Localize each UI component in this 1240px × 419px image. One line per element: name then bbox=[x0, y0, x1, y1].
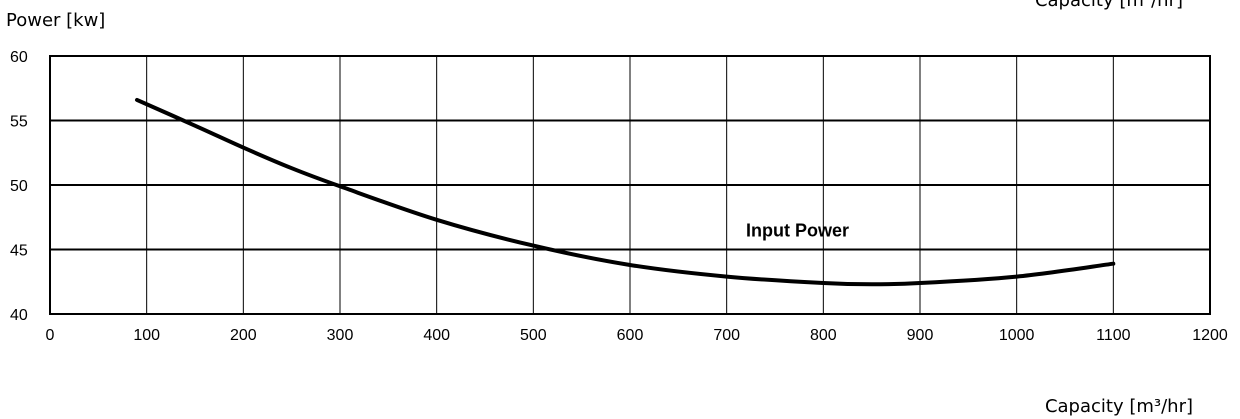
x-tick-label-200: 200 bbox=[230, 327, 257, 344]
grid-lines bbox=[50, 56, 1210, 314]
y-tick-label-40: 40 bbox=[10, 307, 28, 324]
x-tick-label-100: 100 bbox=[133, 327, 160, 344]
input-power-line bbox=[135, 97, 1116, 287]
x-tick-label-1100: 1100 bbox=[1096, 327, 1131, 344]
x-tick-label-600: 600 bbox=[617, 327, 644, 344]
x-tick-label-0: 0 bbox=[46, 327, 55, 344]
y-tick-labels: 40 45 50 55 60 bbox=[10, 49, 28, 324]
x-tick-labels: 0 100 200 300 400 500 600 700 800 900 1000 1100 1200 bbox=[46, 327, 1228, 344]
x-tick-label-800: 800 bbox=[810, 327, 837, 344]
x-axis-title: Capacity [m³/hr] bbox=[1045, 396, 1193, 417]
x-tick-label-400: 400 bbox=[423, 327, 450, 344]
y-axis-title: Power [kw] bbox=[6, 10, 105, 31]
y-tick-label-45: 45 bbox=[10, 243, 28, 260]
x-tick-label-1200: 1200 bbox=[1192, 327, 1228, 344]
x-axis-title-cut-top: Capacity [m³/hr] bbox=[1035, 0, 1183, 11]
plot-frame bbox=[49, 55, 1211, 315]
y-tick-label-60: 60 bbox=[10, 49, 28, 66]
x-tick-label-1000: 1000 bbox=[999, 327, 1035, 344]
x-tick-label-700: 700 bbox=[713, 327, 740, 344]
y-tick-label-55: 55 bbox=[10, 114, 28, 131]
series-label-input-power: Input Power bbox=[746, 221, 849, 241]
y-tick-label-50: 50 bbox=[10, 178, 28, 195]
x-tick-label-300: 300 bbox=[327, 327, 354, 344]
x-tick-label-900: 900 bbox=[907, 327, 934, 344]
x-tick-label-500: 500 bbox=[520, 327, 547, 344]
